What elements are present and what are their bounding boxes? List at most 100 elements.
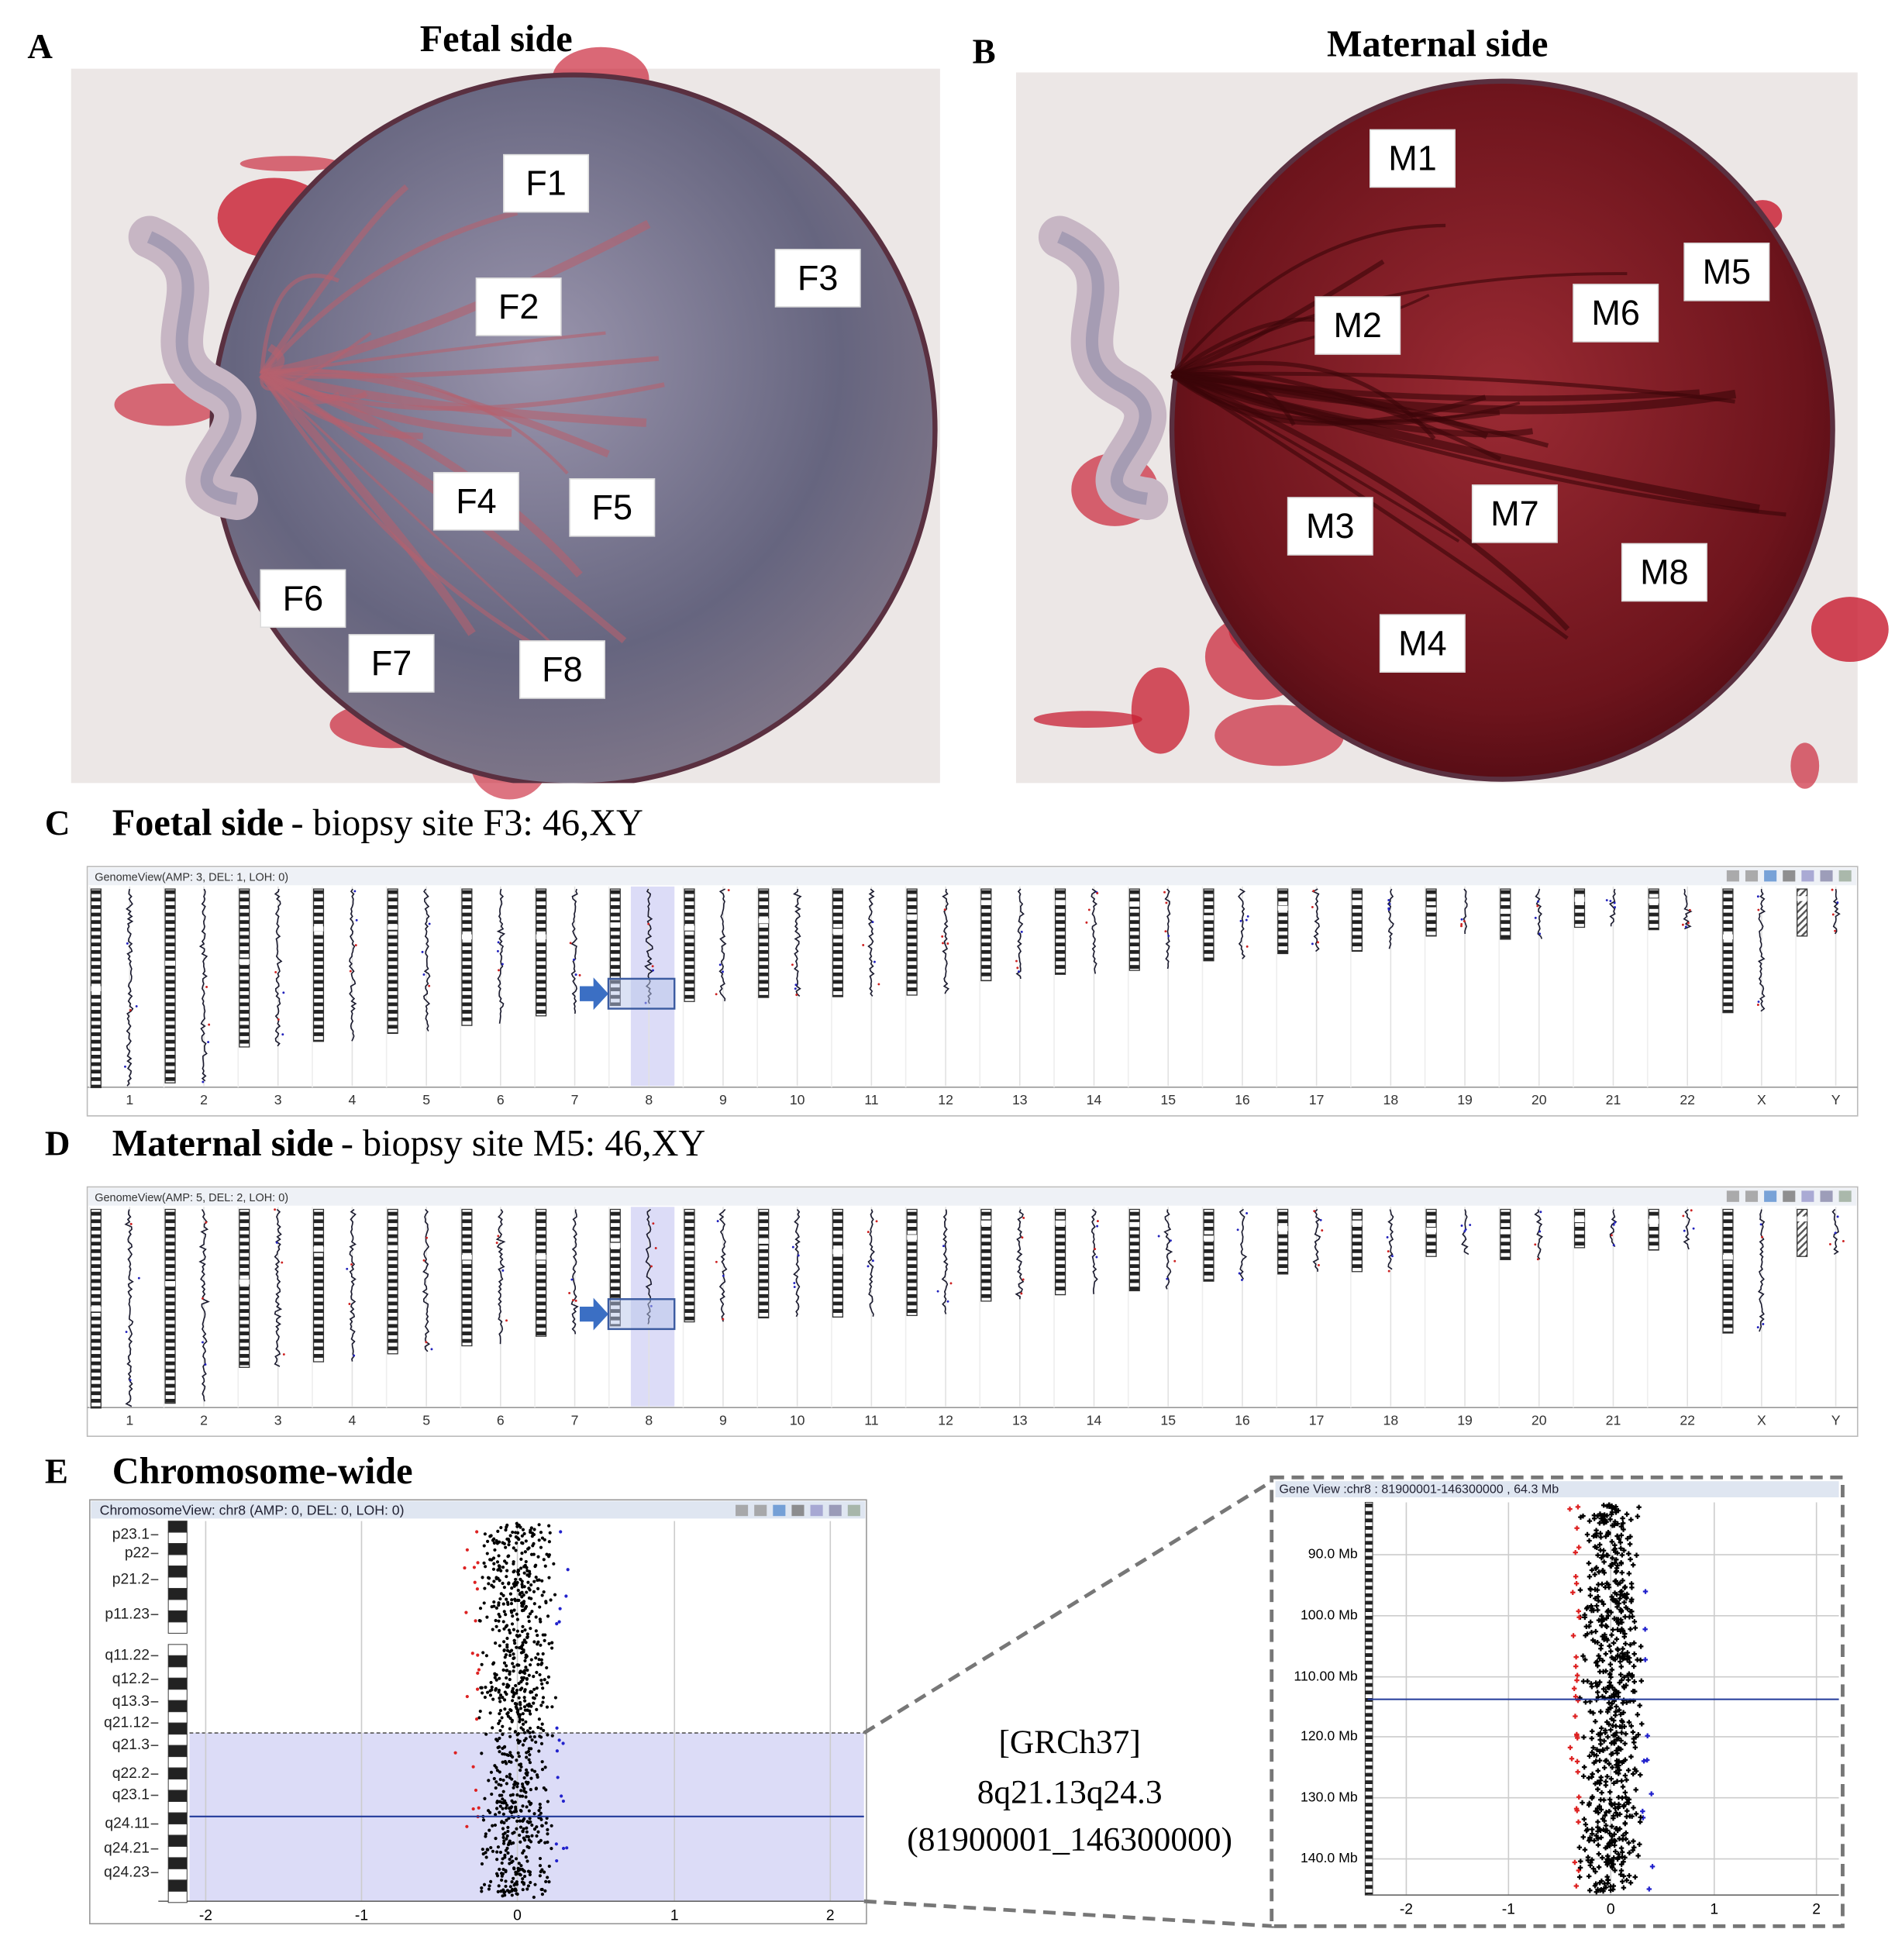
probe-marker [1637, 1703, 1642, 1708]
probe-dot [1534, 1243, 1537, 1246]
probe-dot [498, 1696, 501, 1700]
probe-marker [1575, 1504, 1581, 1510]
region-annotation: (81900001_146300000) [907, 1821, 1232, 1858]
probe-marker [1598, 1535, 1604, 1540]
probe-dot [353, 1354, 356, 1357]
probe-dot [525, 1768, 529, 1772]
probe-dot [488, 1828, 491, 1832]
probe-marker [1596, 1569, 1602, 1575]
probe-dot [536, 1633, 539, 1638]
probe-dot [538, 1672, 542, 1677]
probe-marker [1613, 1848, 1618, 1855]
probe-dot [1469, 1224, 1472, 1226]
probe-dot [521, 1541, 525, 1545]
probe-dot [547, 1880, 551, 1884]
probe-dot [529, 1734, 532, 1739]
probe-dot [498, 1719, 501, 1723]
probe-dot [536, 1725, 540, 1730]
probe-marker [1609, 1511, 1614, 1517]
probe-marker [1587, 1518, 1593, 1524]
probe-marker [1612, 1806, 1618, 1811]
ideogram [758, 1208, 770, 1319]
probe-dot [1240, 1279, 1243, 1281]
copy-number-trace [126, 888, 134, 1087]
copy-number-trace [198, 1209, 210, 1402]
ideogram [832, 1208, 844, 1318]
probe-marker [1576, 1545, 1582, 1550]
probe-marker [1632, 1745, 1638, 1750]
ideogram [684, 888, 695, 1002]
copy-number-trace [718, 1208, 728, 1322]
probe-marker [1613, 1713, 1618, 1718]
probe-dot [540, 1579, 544, 1583]
probe-marker [1614, 1562, 1621, 1569]
probe-dot [505, 1775, 508, 1779]
probe-dot [491, 1697, 495, 1701]
probe-marker [1631, 1651, 1637, 1657]
vessel [1172, 371, 1735, 404]
probe-dot [464, 1610, 468, 1614]
probe-dot [554, 1842, 558, 1846]
probe-dot [483, 1695, 487, 1700]
probe-dot [541, 1700, 545, 1704]
probe-dot [502, 1820, 506, 1825]
probe-dot [528, 1612, 532, 1616]
probe-dot [201, 1341, 204, 1344]
probe-marker [1604, 1636, 1609, 1641]
probe-marker [1635, 1657, 1640, 1662]
probe-dot [539, 1703, 543, 1707]
probe-marker [1597, 1521, 1603, 1526]
centromere [239, 1279, 250, 1285]
probe-dot [476, 1671, 480, 1675]
probe-dot [1387, 908, 1390, 911]
probe-dot [500, 1878, 504, 1882]
vessel [1171, 370, 1502, 461]
probe-marker [1595, 1836, 1600, 1841]
probe-marker [1607, 1796, 1613, 1803]
probe-dot [1387, 1269, 1390, 1273]
probe-dot [501, 1696, 505, 1700]
chromosome-label: 18 [1383, 1092, 1398, 1107]
probe-dot [500, 1716, 504, 1720]
probe-dot [529, 1880, 532, 1885]
vessel [260, 370, 647, 427]
site-label: F6 [283, 578, 324, 618]
probe-marker [1601, 1570, 1607, 1576]
probe-dot [484, 1565, 488, 1569]
probe-dot [510, 1610, 514, 1614]
probe-dot [514, 1548, 518, 1552]
probe-dot [524, 1665, 528, 1669]
probe-dot [479, 1686, 483, 1690]
probe-marker [1587, 1593, 1594, 1598]
copy-number-trace [793, 1208, 801, 1318]
probe-marker [1594, 1779, 1600, 1785]
probe-dot [514, 1807, 518, 1811]
probe-marker [1624, 1877, 1630, 1883]
probe-dot [519, 1577, 522, 1581]
site-label: M6 [1591, 293, 1640, 332]
probe-dot [1610, 1234, 1613, 1237]
probe-marker [1598, 1646, 1604, 1652]
probe-dot [515, 1707, 519, 1710]
probe-dot [1759, 1223, 1762, 1226]
probe-dot [532, 1579, 536, 1583]
probe-marker [1594, 1747, 1600, 1752]
probe-marker [1614, 1813, 1620, 1818]
centromere [1723, 1255, 1733, 1260]
probe-marker [1610, 1751, 1615, 1756]
probe-dot [501, 1827, 505, 1831]
probe-dot [494, 1837, 498, 1841]
probe-dot [652, 969, 654, 972]
toolbar-icon [1801, 1190, 1814, 1202]
probe-dot [1842, 1240, 1845, 1242]
probe-dot [519, 1688, 522, 1692]
probe-marker [1570, 1590, 1576, 1595]
probe-dot [546, 1681, 550, 1685]
probe-marker [1607, 1662, 1614, 1667]
ideogram [758, 888, 770, 998]
probe-dot [525, 1826, 529, 1830]
x-tick-label: -2 [1400, 1902, 1413, 1918]
probe-dot [508, 1772, 512, 1776]
probe-dot [476, 1653, 480, 1657]
